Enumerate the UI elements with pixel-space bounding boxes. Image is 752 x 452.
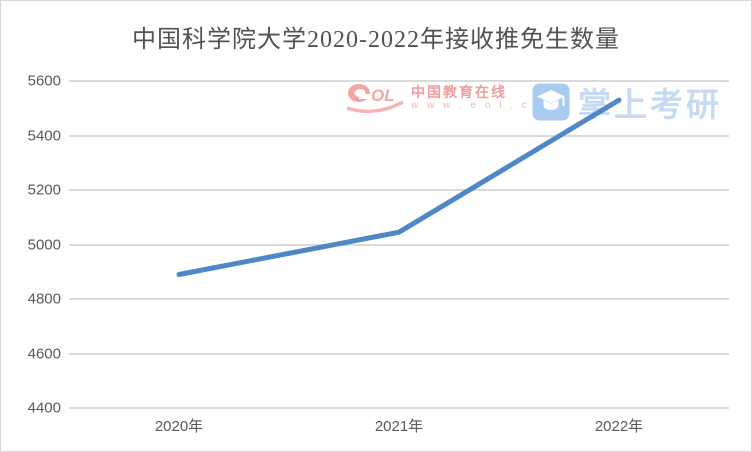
gridline xyxy=(69,407,729,409)
y-axis-tick-label: 4400 xyxy=(27,399,61,417)
eol-logo-icon: OL xyxy=(346,81,404,122)
x-axis-tick-label: 2021年 xyxy=(374,418,424,435)
eol-watermark: OL 中国教育在线 w w w . e o l . c n xyxy=(346,81,544,122)
x-axis-tick-label: 2020年 xyxy=(154,418,204,435)
chart-title: 中国科学院大学2020-2022年接收推免生数量 xyxy=(132,27,620,53)
y-axis-tick-label: 4600 xyxy=(27,345,61,362)
gridline xyxy=(69,189,729,191)
eol-watermark-url: w w w . e o l . c n xyxy=(411,100,545,111)
gridline xyxy=(69,352,729,355)
y-axis-tick-label: 5600 xyxy=(27,72,61,90)
eol-watermark-text: 中国教育在线 w w w . e o l . c n xyxy=(411,81,544,112)
y-axis-tick-label: 5200 xyxy=(27,181,61,199)
y-axis-tick-label: 5000 xyxy=(27,236,61,253)
y-axis-tick-label: 5400 xyxy=(27,127,61,144)
gridline xyxy=(69,243,729,246)
gridline xyxy=(69,298,729,300)
zhangshang-kaoyan-watermark: 掌上考研 xyxy=(532,83,722,126)
gridline xyxy=(69,134,729,137)
eol-watermark-name: 中国教育在线 xyxy=(411,84,507,100)
svg-text:OL: OL xyxy=(371,86,395,105)
zhangshang-kaoyan-label: 掌上考研 xyxy=(578,85,722,123)
x-axis-tick-label: 2022年 xyxy=(594,418,644,435)
graduation-cap-icon xyxy=(532,83,570,126)
y-axis-tick-label: 4800 xyxy=(27,290,61,308)
data-line xyxy=(176,97,622,277)
gridline xyxy=(69,80,729,82)
